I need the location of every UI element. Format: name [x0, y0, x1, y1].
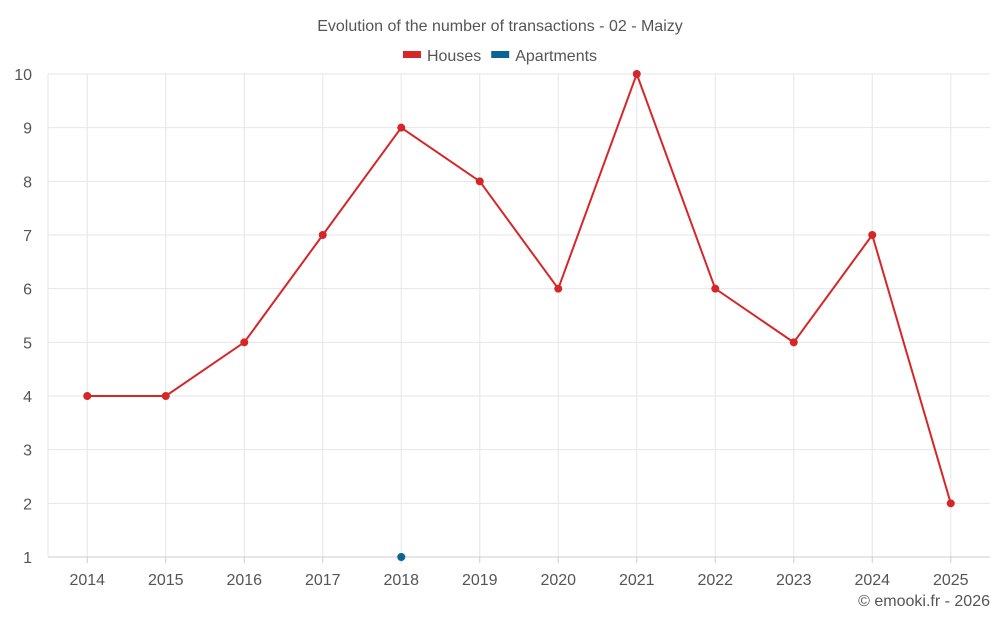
- houses-point-2016[interactable]: [240, 338, 249, 347]
- y-tick-label: 4: [23, 389, 32, 406]
- y-tick-label: 5: [23, 335, 32, 352]
- houses-point-2019[interactable]: [475, 177, 484, 186]
- legend-item-apartments[interactable]: Apartments: [491, 48, 597, 65]
- y-tick-label: 10: [14, 67, 32, 84]
- houses-point-2021[interactable]: [632, 70, 641, 78]
- chart-title: Evolution of the number of transactions …: [317, 18, 683, 35]
- houses-point-2017[interactable]: [318, 231, 327, 239]
- y-tick-label: 3: [23, 443, 32, 460]
- legend-swatch: [402, 51, 421, 58]
- legend-label: Houses: [427, 48, 481, 65]
- houses-point-2023[interactable]: [789, 338, 798, 347]
- x-tick-label: 2024: [854, 572, 890, 589]
- chart-grid: [47, 73, 990, 557]
- chart-legend: Houses Apartments: [402, 48, 597, 65]
- x-tick-label: 2017: [305, 572, 341, 589]
- legend-label: Apartments: [515, 48, 597, 65]
- y-tick-label: 9: [23, 121, 32, 138]
- legend-item-houses[interactable]: Houses: [402, 48, 481, 65]
- y-tick-label: 1: [23, 550, 32, 567]
- apartments-point-2018[interactable]: [397, 553, 406, 561]
- credit-text: © emooki.fr - 2026: [858, 593, 990, 610]
- houses-point-2020[interactable]: [554, 284, 563, 293]
- x-tick-label: 2021: [619, 572, 655, 589]
- y-axis: 1 2 3 4 5 6 7 8 9 10: [14, 67, 32, 567]
- houses-point-2015[interactable]: [161, 392, 170, 400]
- houses-line: [87, 71, 952, 504]
- x-tick-label: 2025: [933, 572, 969, 589]
- y-tick-label: 2: [23, 496, 32, 513]
- houses-point-2018[interactable]: [397, 123, 406, 132]
- y-tick-label: 8: [23, 174, 32, 191]
- x-tick-label: 2014: [69, 572, 105, 589]
- houses-point-2014[interactable]: [83, 392, 92, 400]
- x-tick-label: 2015: [148, 572, 184, 589]
- x-tick-label: 2022: [697, 572, 733, 589]
- y-tick-label: 6: [23, 282, 32, 299]
- x-axis: 2014 2015 2016 2017 2018 2019 2020 2021 2022 2023…: [48, 556, 990, 589]
- x-tick-label: 2018: [383, 572, 419, 589]
- x-tick-label: 2023: [776, 572, 812, 589]
- x-tick-label: 2020: [540, 572, 576, 589]
- houses-point-2025[interactable]: [946, 499, 955, 508]
- legend-swatch: [491, 51, 510, 58]
- y-tick-label: 7: [23, 228, 32, 245]
- houses-point-2024[interactable]: [868, 231, 877, 239]
- chart-series: [83, 70, 955, 561]
- houses-point-2022[interactable]: [711, 284, 720, 293]
- x-tick-label: 2016: [226, 572, 262, 589]
- x-tick-label: 2019: [462, 572, 498, 589]
